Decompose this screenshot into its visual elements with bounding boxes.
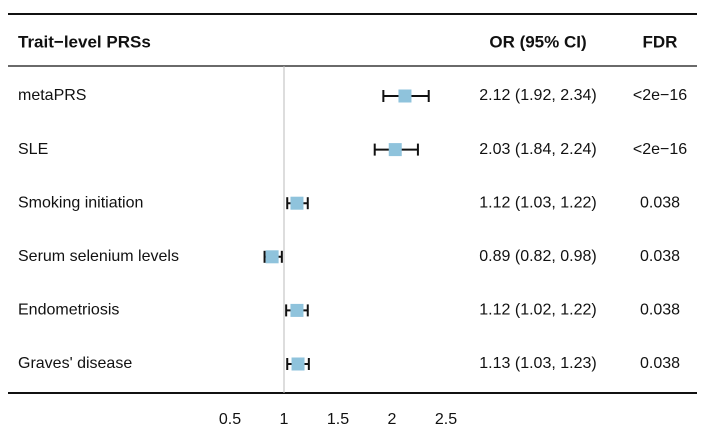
fdr-label: 0.038 — [640, 355, 680, 372]
row-label: Endometriosis — [18, 302, 119, 319]
estimate-label: 2.12 (1.92, 2.34) — [479, 87, 596, 104]
row-label: Graves' disease — [18, 355, 132, 372]
estimate-label: 1.13 (1.03, 1.23) — [479, 355, 596, 372]
header-label: Trait−level PRSs — [18, 32, 151, 51]
estimate-marker — [265, 250, 279, 264]
estimate-label: 0.89 (0.82, 0.98) — [479, 248, 596, 265]
x-tick-label: 0.5 — [219, 411, 241, 428]
x-tick-label: 2.5 — [435, 411, 457, 428]
row-label: Serum selenium levels — [18, 248, 179, 265]
fdr-label: <2e−16 — [633, 87, 687, 104]
row-label: SLE — [18, 141, 48, 158]
estimate-label: 2.03 (1.84, 2.24) — [479, 141, 596, 158]
estimate-marker — [291, 357, 305, 371]
header-estimate: OR (95% CI) — [489, 32, 586, 51]
fdr-label: <2e−16 — [633, 141, 687, 158]
header-fdr: FDR — [643, 32, 678, 51]
fdr-label: 0.038 — [640, 248, 680, 265]
estimate-marker — [290, 196, 304, 210]
row-label: metaPRS — [18, 87, 86, 104]
estimate-marker — [290, 303, 304, 317]
estimate-marker — [388, 143, 402, 157]
x-tick-label: 1.5 — [327, 411, 349, 428]
x-tick-label: 2 — [388, 411, 397, 428]
estimate-label: 1.12 (1.03, 1.22) — [479, 194, 596, 211]
x-tick-label: 1 — [280, 411, 289, 428]
fdr-label: 0.038 — [640, 302, 680, 319]
row-label: Smoking initiation — [18, 194, 143, 211]
fdr-label: 0.038 — [640, 194, 680, 211]
estimate-label: 1.12 (1.02, 1.22) — [479, 302, 596, 319]
estimate-marker — [398, 89, 412, 103]
